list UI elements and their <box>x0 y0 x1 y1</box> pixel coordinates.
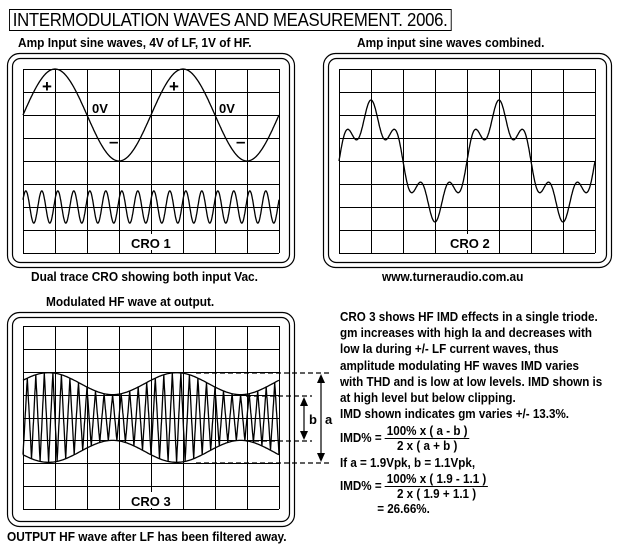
imd-explanation: CRO 3 shows HF IMD effects in a single t… <box>340 310 603 406</box>
cro1-positive-marker-1: + <box>42 77 52 96</box>
cro2-label: CRO 2 <box>450 236 490 251</box>
cro3-dimension-b-label: b <box>309 412 317 427</box>
imd-example-calculation: IMD% = 100% x ( 1.9 - 1.1 ) 2 x ( 1.9 + … <box>340 472 605 501</box>
imd-formula: IMD% = 100% x ( a - b ) 2 x ( a + b ) <box>340 424 605 453</box>
cro2-screen: CRO 2 <box>322 52 613 269</box>
cro1-hf-trace <box>22 190 280 224</box>
imd-example-lhs: IMD% = <box>340 478 382 493</box>
cro3-dimension-a-arrow <box>317 374 325 462</box>
cro3-dimension-guides <box>196 372 330 464</box>
cro3-outer-bezel <box>6 311 296 528</box>
cro1-positive-marker-2: + <box>169 77 179 96</box>
cro3-dimension-a-label: a <box>325 412 333 427</box>
cro3-upper-envelope <box>22 372 280 396</box>
cro2-outer-bezel <box>322 52 613 269</box>
cro1-zero-volt-label-2: 0V <box>219 101 235 116</box>
imd-result: = 26.66%. <box>377 501 430 516</box>
cro3-label: CRO 3 <box>131 494 171 509</box>
cro3-graticule <box>22 325 281 511</box>
imd-formula-fraction: 100% x ( a - b ) 2 x ( a + b ) <box>384 424 470 454</box>
imd-description: CRO 3 shows HF IMD effects in a single t… <box>340 309 605 517</box>
imd-formula-lhs: IMD% = <box>340 431 382 446</box>
cro3-caption-top: Modulated HF wave at output. <box>46 295 215 309</box>
cro1-caption-top: Amp Input sine waves, 4V of LF, 1V of HF… <box>18 36 252 50</box>
cro2-inner-bezel <box>327 57 608 264</box>
cro3-dimension-b-arrow <box>300 397 308 440</box>
cro3-inner-bezel <box>11 316 291 523</box>
page-title: INTERMODULATION WAVES AND MEASUREMENT. 2… <box>9 9 452 31</box>
cro1-lf-trace <box>22 68 280 162</box>
example-values: If a = 1.9Vpk, b = 1.1Vpk, <box>340 456 476 471</box>
cro1-outer-bezel <box>6 52 296 269</box>
cro2-caption-top: Amp input sine waves combined. <box>357 36 545 50</box>
cro1-zero-volt-label-1: 0V <box>92 101 108 116</box>
cro3-lower-envelope <box>22 439 280 463</box>
cro1-screen: + + – – 0V 0V CRO 1 <box>6 52 296 269</box>
cro3-screen: b a CRO 3 <box>6 311 333 528</box>
cro1-inner-bezel <box>11 57 291 264</box>
cro2-combined-trace <box>338 99 596 223</box>
imd-example-denominator: 2 x ( 1.9 + 1.1 ) <box>396 486 477 501</box>
gm-variation-note: IMD shown indicates gm varies +/- 13.3%. <box>340 407 570 422</box>
cro1-negative-marker-1: – <box>109 132 118 151</box>
imd-example-fraction: 100% x ( 1.9 - 1.1 ) 2 x ( 1.9 + 1.1 ) <box>384 471 489 501</box>
imd-formula-numerator: 100% x ( a - b ) <box>384 424 470 440</box>
cro1-graticule <box>22 68 281 255</box>
cro2-caption-bottom: www.turneraudio.com.au <box>382 270 524 284</box>
cro1-label: CRO 1 <box>131 236 171 251</box>
imd-example-numerator: 100% x ( 1.9 - 1.1 ) <box>384 471 489 487</box>
cro1-caption-bottom: Dual trace CRO showing both input Vac. <box>31 270 258 284</box>
cro3-caption-bottom: OUTPUT HF wave after LF has been filtere… <box>7 530 287 544</box>
imd-formula-denominator: 2 x ( a + b ) <box>396 439 458 454</box>
cro1-negative-marker-2: – <box>236 132 245 151</box>
